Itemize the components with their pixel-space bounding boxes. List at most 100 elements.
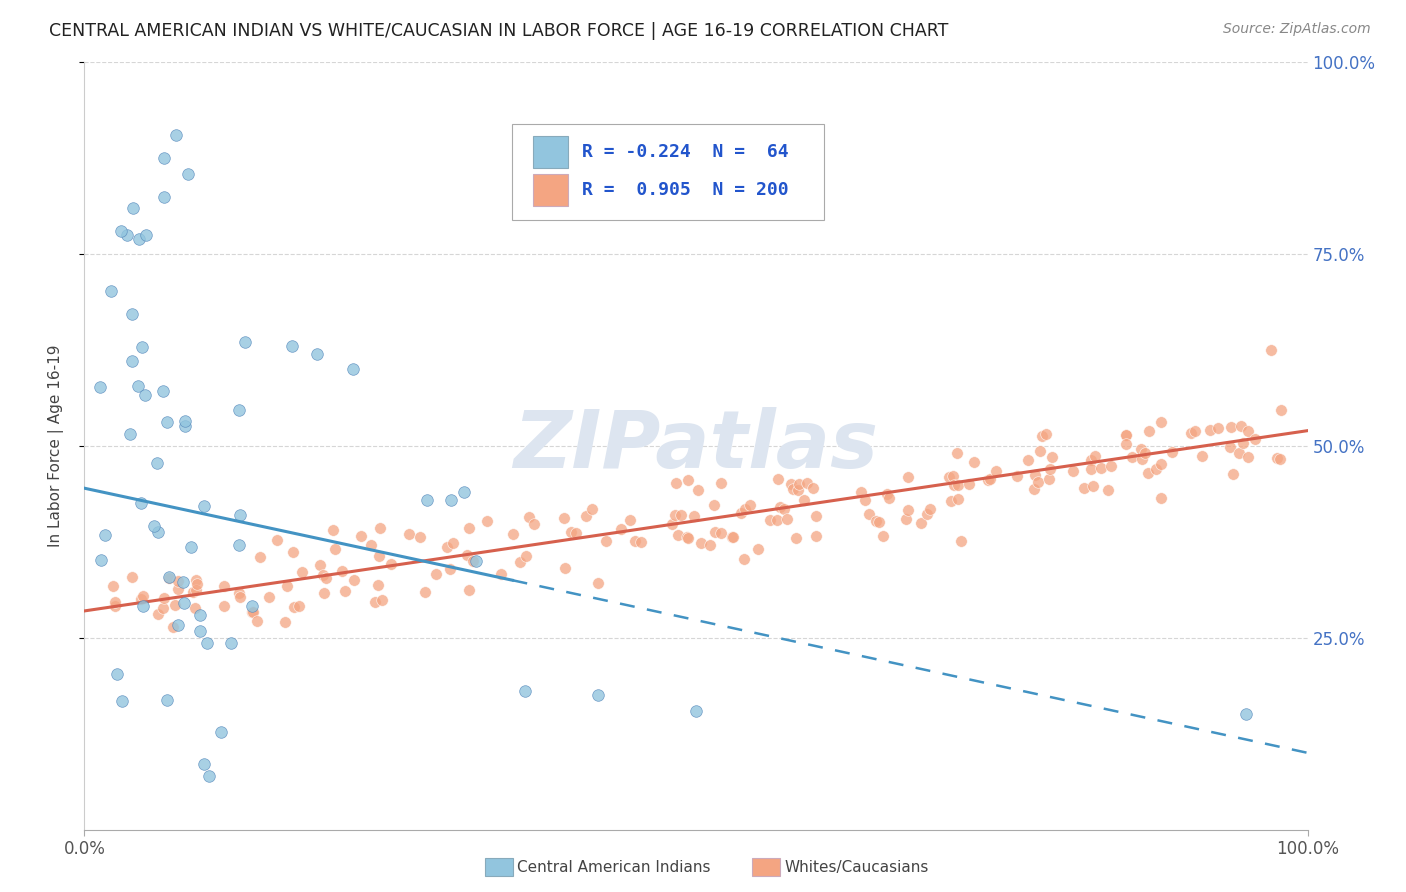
- Point: [1121, 450, 1143, 464]
- Point: [101, 579, 124, 593]
- Point: [246, 614, 269, 628]
- Point: [121, 353, 143, 368]
- Point: [915, 507, 938, 521]
- Point: [1062, 464, 1084, 478]
- Point: [368, 549, 391, 563]
- Point: [773, 501, 796, 516]
- Point: [184, 600, 207, 615]
- Text: CENTRAL AMERICAN INDIAN VS WHITE/CAUCASIAN IN LABOR FORCE | AGE 16-19 CORRELATIO: CENTRAL AMERICAN INDIAN VS WHITE/CAUCASI…: [49, 22, 949, 40]
- Point: [686, 483, 709, 498]
- Point: [364, 595, 387, 609]
- Point: [1130, 452, 1153, 467]
- Point: [619, 513, 641, 527]
- Point: [1208, 421, 1230, 435]
- Point: [787, 483, 810, 497]
- Point: [1265, 451, 1288, 466]
- Point: [1133, 446, 1156, 460]
- Point: [190, 624, 212, 639]
- Point: [690, 536, 713, 550]
- Point: [565, 525, 588, 540]
- Point: [457, 582, 479, 597]
- Point: [104, 599, 127, 614]
- Point: [734, 502, 756, 516]
- Point: [173, 596, 195, 610]
- Point: [1220, 419, 1243, 434]
- Text: Central American Indians: Central American Indians: [517, 860, 711, 874]
- Point: [288, 599, 311, 613]
- Point: [135, 227, 157, 242]
- Point: [311, 567, 333, 582]
- Point: [100, 284, 122, 298]
- Point: [242, 605, 264, 619]
- Point: [1139, 424, 1161, 438]
- Point: [368, 521, 391, 535]
- Point: [766, 472, 789, 486]
- Point: [181, 584, 204, 599]
- Point: [664, 508, 686, 523]
- Point: [1017, 453, 1039, 467]
- Point: [1270, 403, 1292, 417]
- Point: [439, 562, 461, 576]
- Point: [509, 555, 531, 569]
- Point: [682, 509, 704, 524]
- Point: [586, 575, 609, 590]
- Point: [322, 523, 344, 537]
- Point: [575, 508, 598, 523]
- Point: [780, 476, 803, 491]
- Point: [1073, 482, 1095, 496]
- Point: [156, 415, 179, 429]
- Point: [1229, 418, 1251, 433]
- Point: [1244, 432, 1267, 446]
- Point: [333, 584, 356, 599]
- Point: [89, 380, 111, 394]
- Point: [703, 524, 725, 539]
- Text: Whites/Caucasians: Whites/Caucasians: [785, 860, 929, 874]
- Point: [699, 538, 721, 552]
- Point: [132, 599, 155, 613]
- Point: [1099, 458, 1122, 473]
- Point: [274, 615, 297, 629]
- Point: [436, 541, 458, 555]
- Point: [1007, 469, 1029, 483]
- Point: [145, 456, 167, 470]
- Point: [228, 586, 250, 600]
- Point: [129, 592, 152, 607]
- Point: [186, 583, 208, 598]
- Point: [1022, 482, 1045, 496]
- Point: [291, 565, 314, 579]
- Point: [157, 571, 180, 585]
- Point: [733, 551, 755, 566]
- Point: [416, 492, 439, 507]
- Point: [1199, 423, 1222, 437]
- Point: [710, 475, 733, 490]
- Point: [1040, 450, 1063, 464]
- Point: [1260, 343, 1282, 358]
- Point: [212, 599, 235, 613]
- Point: [1080, 453, 1102, 467]
- Point: [1137, 466, 1160, 480]
- Point: [630, 534, 652, 549]
- Point: [897, 503, 920, 517]
- Point: [198, 769, 221, 783]
- Point: [129, 496, 152, 510]
- Point: [242, 605, 264, 619]
- Point: [110, 694, 132, 708]
- Point: [105, 667, 128, 681]
- Point: [134, 388, 156, 402]
- Point: [1026, 475, 1049, 490]
- Point: [950, 533, 973, 548]
- Point: [897, 470, 920, 484]
- Point: [1236, 707, 1258, 722]
- Point: [849, 485, 872, 500]
- Y-axis label: In Labor Force | Age 16-19: In Labor Force | Age 16-19: [48, 344, 63, 548]
- Point: [127, 379, 149, 393]
- Point: [343, 573, 366, 587]
- Point: [785, 531, 807, 545]
- Point: [349, 529, 371, 543]
- Point: [166, 618, 188, 632]
- Point: [235, 334, 257, 349]
- Point: [896, 512, 918, 526]
- Text: R = -0.224  N =  64: R = -0.224 N = 64: [582, 144, 789, 161]
- Point: [330, 564, 353, 578]
- Point: [1031, 429, 1053, 443]
